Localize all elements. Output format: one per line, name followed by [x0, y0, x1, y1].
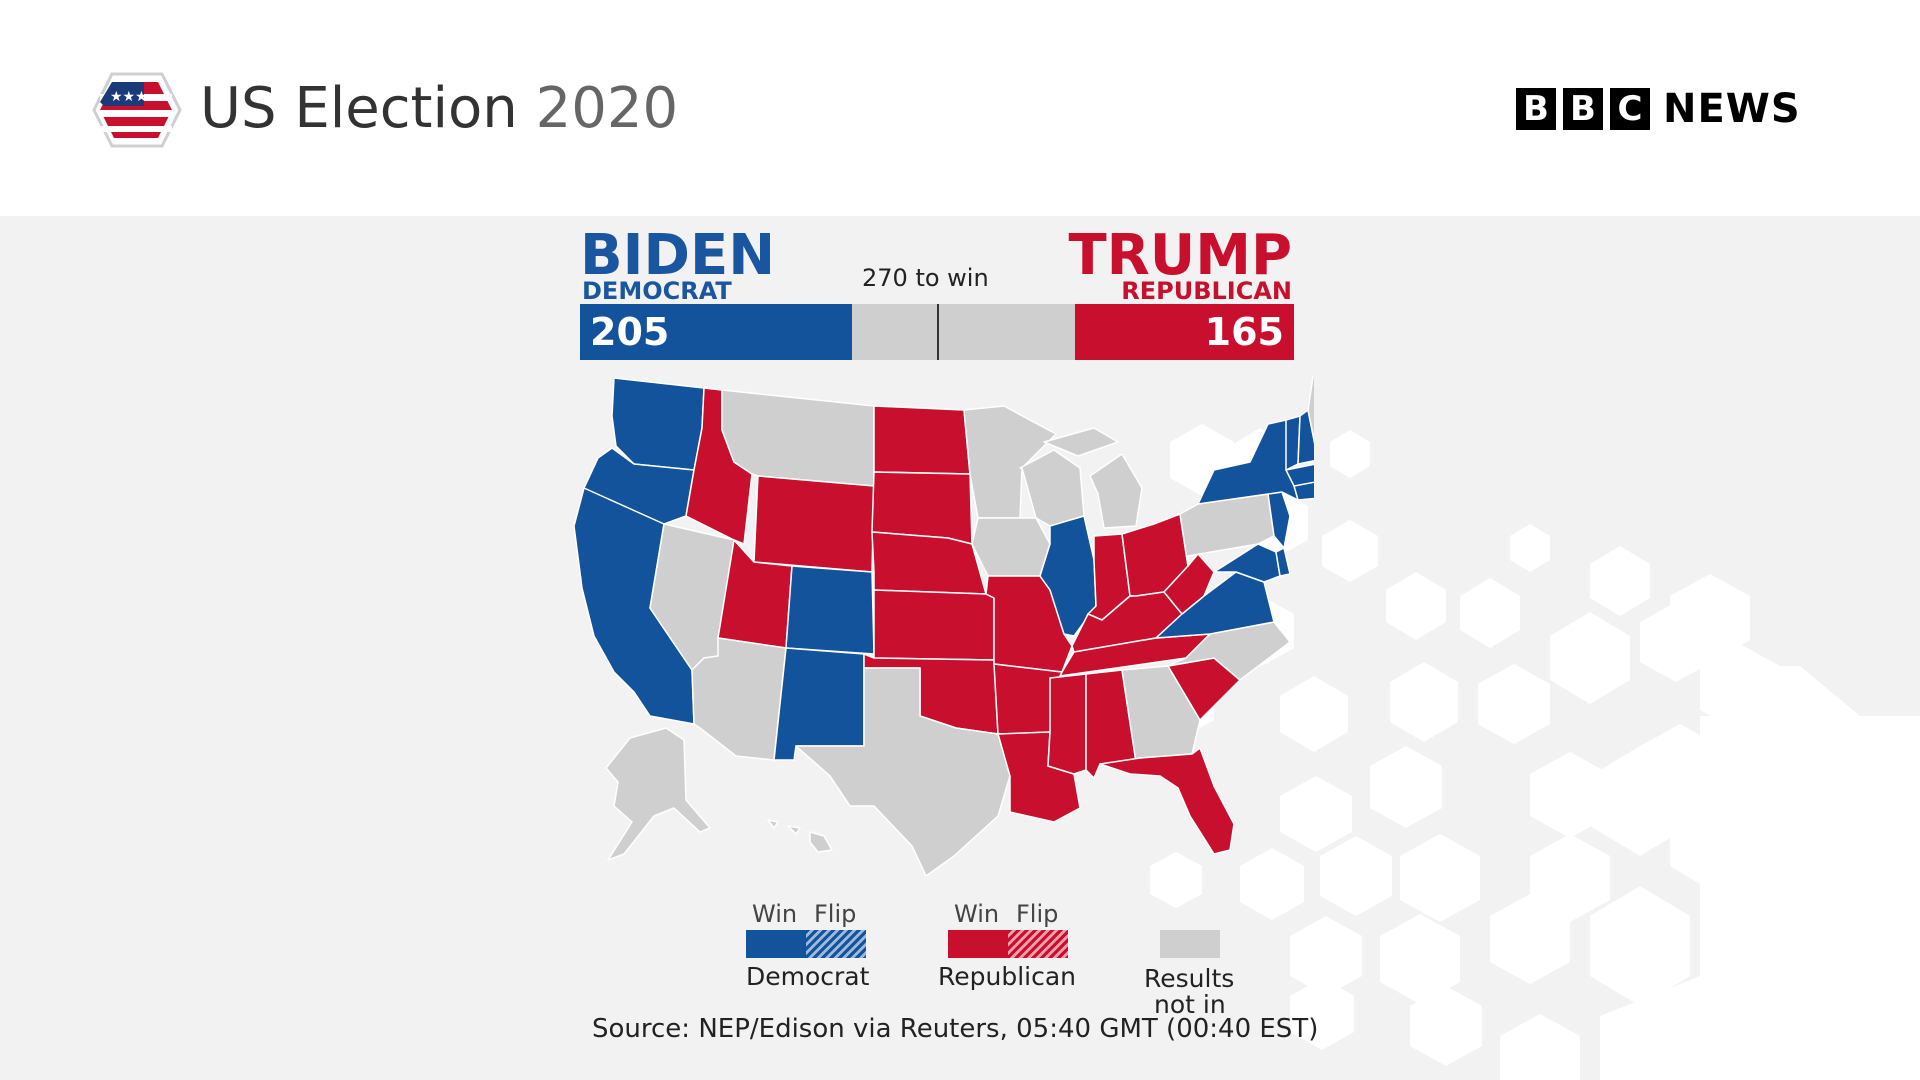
legend-pending-label-2: not in [1154, 990, 1226, 1019]
state-mi-up [1043, 427, 1119, 457]
state-ks [873, 589, 995, 661]
state-ny [1197, 419, 1299, 505]
title-main: US Election [200, 76, 518, 141]
state-tx [795, 667, 1011, 876]
rep-vote-count: 165 [1204, 310, 1284, 354]
rep-candidate-name: TRUMP [1068, 223, 1292, 288]
dem-candidate-name: BIDEN [580, 223, 776, 288]
dem-party-label: DEMOCRAT [582, 277, 732, 305]
header: ★★★ US Election 2020 B B C NEWS [0, 0, 1920, 216]
state-de [1275, 547, 1291, 577]
dem-vote-count: 205 [590, 310, 670, 354]
us-election-logo-icon: ★★★ [92, 72, 182, 148]
legend-rep-flip: Flip [1016, 900, 1059, 928]
state-ms [1047, 673, 1087, 775]
legend-pending: Results not in [1140, 900, 1250, 1019]
legend-rep-win: Win [954, 900, 1000, 928]
brand-news: NEWS [1663, 86, 1801, 132]
state-hi [767, 819, 779, 829]
legend-rep-win-swatch [948, 930, 1008, 958]
source-note: Source: NEP/Edison via Reuters, 05:40 GM… [592, 1014, 1319, 1044]
state-il [1039, 515, 1097, 637]
brand-letter-c: C [1610, 88, 1650, 130]
state-hi3 [809, 831, 833, 853]
state-hi2 [787, 825, 801, 835]
threshold-label: 270 to win [862, 264, 989, 292]
legend-dem-win-swatch [746, 930, 806, 958]
brand-letter-b1: B [1516, 88, 1556, 130]
page-title: US Election 2020 [200, 76, 678, 141]
legend-dem-flip-swatch [806, 930, 866, 958]
threshold-marker [937, 304, 939, 360]
state-mn [963, 405, 1057, 519]
us-electoral-map [574, 376, 1314, 876]
electoral-vote-bar: 205 165 [580, 304, 1294, 360]
state-ia [971, 517, 1051, 577]
bbc-news-logo: B B C NEWS [1516, 86, 1801, 132]
legend-democrat: Win Flip Democrat [746, 900, 870, 1000]
legend-pending-swatch [1160, 930, 1220, 958]
legend-pending-label-1: Results [1144, 964, 1235, 993]
dem-vote-fill: 205 [580, 304, 853, 360]
legend-dem-win: Win [752, 900, 798, 928]
state-nj [1267, 491, 1291, 549]
rep-vote-fill: 165 [1075, 304, 1294, 360]
legend-rep-label: Republican [938, 962, 1077, 991]
brand-letter-b2: B [1563, 88, 1603, 130]
state-ma [1285, 463, 1314, 487]
state-wy [753, 475, 875, 573]
legend-dem-label: Democrat [746, 962, 870, 991]
rep-party-label: REPUBLICAN [1121, 277, 1292, 305]
results-panel: BIDEN DEMOCRAT TRUMP REPUBLICAN 270 to w… [0, 216, 1920, 1080]
state-ak [605, 727, 711, 861]
state-co [785, 565, 875, 655]
state-mi [1089, 453, 1143, 529]
state-nm [773, 647, 865, 761]
svg-text:★★★: ★★★ [110, 89, 148, 105]
state-fl [1099, 747, 1235, 855]
state-nd [873, 405, 971, 475]
state-me [1307, 376, 1314, 444]
legend-dem-flip: Flip [814, 900, 857, 928]
legend-rep-flip-swatch [1008, 930, 1068, 958]
state-wa [611, 377, 705, 471]
legend-republican: Win Flip Republican [938, 900, 1088, 1000]
title-year: 2020 [535, 76, 679, 141]
